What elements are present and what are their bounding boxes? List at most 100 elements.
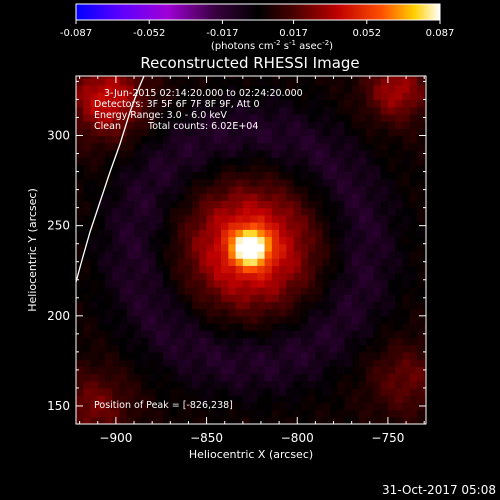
heatmap-cell xyxy=(141,128,150,137)
heatmap-cell xyxy=(387,351,396,360)
heatmap-cell xyxy=(322,77,331,86)
heatmap-cell xyxy=(163,229,171,238)
heatmap-cell xyxy=(279,99,287,108)
heatmap-cell xyxy=(170,279,179,288)
heatmap-cell xyxy=(358,142,367,151)
heatmap-cell xyxy=(141,402,150,411)
heatmap-cell xyxy=(213,416,222,424)
heatmap-cell xyxy=(163,301,171,310)
heatmap-cell xyxy=(395,171,404,180)
heatmap-cell xyxy=(126,402,135,411)
heatmap-cell xyxy=(105,366,113,375)
heatmap-cell xyxy=(300,135,309,144)
heatmap-cell xyxy=(308,214,316,223)
heatmap-cell xyxy=(105,106,113,115)
heatmap-cell xyxy=(177,344,186,353)
heatmap-cell xyxy=(170,236,179,245)
heatmap-cell xyxy=(250,135,258,144)
heatmap-cell xyxy=(329,330,338,339)
heatmap-cell xyxy=(134,149,142,158)
heatmap-cell xyxy=(199,185,208,194)
heatmap-cell xyxy=(184,243,193,252)
heatmap-cell xyxy=(424,380,426,389)
heatmap-cell xyxy=(264,330,273,339)
heatmap-cell xyxy=(83,337,92,346)
heatmap-cell xyxy=(76,128,84,137)
heatmap-cell xyxy=(134,99,142,108)
heatmap-cell xyxy=(148,164,157,173)
y-tick-label: 300 xyxy=(47,129,70,143)
heatmap-cell xyxy=(344,409,353,418)
heatmap-cell xyxy=(76,308,84,317)
heatmap-cell xyxy=(242,229,251,238)
heatmap-cell xyxy=(126,171,135,180)
heatmap-cell xyxy=(416,121,425,129)
colorbar-tick-label: -0.087 xyxy=(60,28,92,39)
heatmap-cell xyxy=(293,85,302,93)
heatmap-cell xyxy=(112,323,121,331)
heatmap-cell xyxy=(315,344,324,353)
heatmap-cell xyxy=(90,265,99,274)
heatmap-cell xyxy=(126,229,135,238)
heatmap-cell xyxy=(279,229,287,238)
heatmap-cell xyxy=(322,323,331,331)
heatmap-cell xyxy=(351,402,360,411)
heatmap-cell xyxy=(271,258,280,266)
heatmap-cell xyxy=(358,359,367,367)
heatmap-cell xyxy=(395,113,404,122)
heatmap-cell xyxy=(83,265,92,274)
heatmap-cell xyxy=(228,315,237,324)
heatmap-cell xyxy=(344,294,353,302)
heatmap-cell xyxy=(293,113,302,122)
heatmap-cell xyxy=(83,286,92,295)
heatmap-cell xyxy=(134,135,142,144)
heatmap-cell xyxy=(134,294,142,302)
heatmap-cell xyxy=(126,250,135,259)
heatmap-cell xyxy=(141,416,150,424)
heatmap-cell xyxy=(141,330,150,339)
heatmap-cell xyxy=(97,373,106,382)
heatmap-cell xyxy=(250,301,258,310)
heatmap-cell xyxy=(351,99,360,108)
heatmap-cell xyxy=(250,171,258,180)
heatmap-cell xyxy=(271,164,280,173)
heatmap-cell xyxy=(141,315,150,324)
heatmap-cell xyxy=(358,402,367,411)
heatmap-cell xyxy=(213,279,222,288)
heatmap-cell xyxy=(177,380,186,389)
heatmap-cell xyxy=(387,387,396,396)
heatmap-cell xyxy=(264,366,273,375)
heatmap-cell xyxy=(199,135,208,144)
heatmap-cell xyxy=(366,128,375,137)
heatmap-cell xyxy=(192,121,200,129)
heatmap-cell xyxy=(279,207,287,216)
heatmap-cell xyxy=(366,250,375,259)
heatmap-cell xyxy=(134,409,142,418)
heatmap-cell xyxy=(286,76,295,79)
heatmap-cell xyxy=(126,92,135,101)
heatmap-cell xyxy=(366,106,375,115)
heatmap-cell xyxy=(308,92,316,101)
heatmap-cell xyxy=(293,193,302,202)
heatmap-cell xyxy=(293,106,302,115)
heatmap-cell xyxy=(119,279,128,288)
heatmap-cell xyxy=(177,142,186,151)
heatmap-cell xyxy=(373,351,382,360)
heatmap-cell xyxy=(119,135,128,144)
heatmap-cell xyxy=(329,185,338,194)
heatmap-cell xyxy=(322,200,331,209)
heatmap-cell xyxy=(242,294,251,302)
heatmap-cell xyxy=(105,337,113,346)
heatmap-cell xyxy=(242,395,251,403)
heatmap-cell xyxy=(286,185,295,194)
heatmap-cell xyxy=(366,121,375,129)
heatmap-cell xyxy=(97,222,106,230)
heatmap-cell xyxy=(134,178,142,187)
heatmap-cell xyxy=(76,243,84,252)
heatmap-cell xyxy=(416,373,425,382)
heatmap-cell xyxy=(192,272,200,281)
heatmap-cell xyxy=(402,323,411,331)
heatmap-cell xyxy=(206,308,215,317)
heatmap-cell xyxy=(184,99,193,108)
heatmap-cell xyxy=(344,85,353,93)
